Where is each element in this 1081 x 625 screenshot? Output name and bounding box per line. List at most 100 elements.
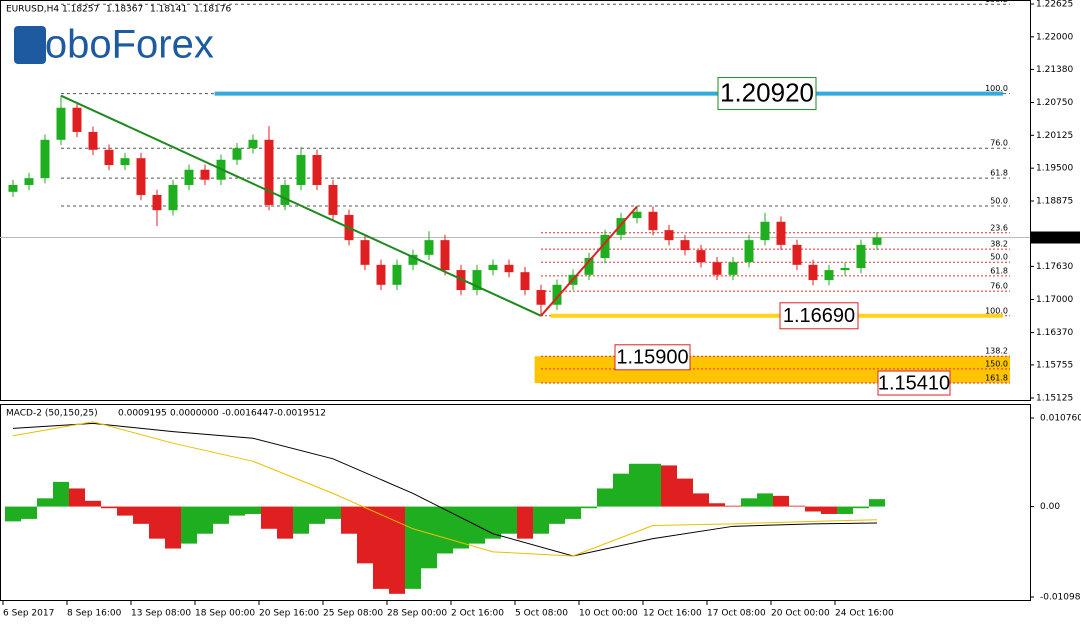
y-tick-label: 1.19500 (1036, 164, 1073, 174)
candle-body (24, 178, 34, 185)
y-tick-label: 1.17630 (1036, 262, 1073, 272)
macd-bar (149, 506, 165, 539)
candle-body (392, 264, 402, 285)
x-tick-label: 6 Sep 2017 (3, 609, 54, 619)
macd-bar (197, 506, 213, 534)
candle-body (376, 264, 386, 285)
macd-bar (357, 506, 373, 564)
fib-label: 38.2 (990, 240, 1008, 249)
price-annotation-box (717, 77, 817, 111)
y-tick-label: 1.20125 (1036, 131, 1073, 141)
macd-bar (853, 506, 869, 509)
price-annotation-box (877, 370, 951, 396)
macd-bar (245, 506, 261, 514)
price-annotation: 1.16690 (783, 305, 855, 327)
macd-bar (757, 493, 773, 507)
x-tick-label: 24 Oct 16:00 (835, 609, 894, 619)
candle-body (296, 155, 306, 185)
macd-bar (869, 499, 885, 507)
x-tick-label: 12 Oct 16:00 (643, 609, 702, 619)
macd-bar (85, 500, 101, 507)
price-annotation: 1.20920 (720, 77, 814, 107)
candle-body (632, 211, 642, 219)
candle-body (328, 184, 338, 215)
y-tick-label: 1.16370 (1036, 328, 1073, 338)
fib-label: 138.2 (985, 347, 1008, 356)
fib-label: 50.0 (990, 253, 1008, 262)
x-tick-label: 20 Sep 16:00 (259, 609, 319, 619)
candle-body (232, 148, 242, 160)
x-tick-label: 25 Sep 08:00 (323, 609, 383, 619)
y-tick-label: 1.15755 (1036, 360, 1073, 370)
candle-body (504, 264, 514, 273)
trendline (60, 94, 542, 317)
candle-body (488, 264, 498, 271)
macd-bar (629, 463, 645, 507)
candle-body (536, 290, 546, 305)
macd-bar (661, 465, 677, 507)
macd-bar (165, 506, 181, 549)
x-tick-label: 20 Oct 00:00 (771, 609, 830, 619)
candle-body (696, 250, 706, 263)
quote-value: 1.18141 (150, 5, 187, 15)
x-tick-label: 8 Sep 16:00 (67, 609, 122, 619)
macd-bar (229, 506, 245, 516)
candle-body (840, 267, 850, 271)
macd-bar (181, 506, 197, 544)
candle-body (760, 221, 770, 241)
candle-body (88, 131, 98, 150)
macd-y-tick-label: 0.010760 (1040, 414, 1081, 424)
macd-line (12, 422, 878, 557)
candle-body (408, 254, 418, 265)
candle-body (104, 149, 114, 166)
candle-body (120, 158, 130, 166)
macd-bar (693, 493, 709, 507)
macd-y-tick-label: -0.010988 (1040, 593, 1081, 603)
candle-body (600, 234, 610, 258)
macd-bar (69, 488, 85, 507)
candle-body (648, 211, 658, 231)
macd-bar (709, 503, 725, 507)
candle-body (200, 169, 210, 180)
y-tick-label: 1.15125 (1036, 394, 1073, 404)
x-tick-label: 17 Oct 08:00 (707, 609, 766, 619)
macd-bar (101, 506, 117, 509)
fib-label: 61.8 (990, 169, 1008, 178)
candle-body (664, 230, 674, 241)
candle-body (584, 257, 594, 275)
candle-body (616, 218, 626, 235)
fib-label: 76.0 (990, 282, 1008, 291)
macd-bar (133, 506, 149, 524)
current-price-label: 1.18176 (1036, 233, 1073, 243)
macd-bar (309, 506, 325, 524)
price-annotation: 1.15410 (878, 372, 950, 394)
candle-body (40, 139, 50, 179)
candle-body (680, 240, 690, 251)
x-tick-label: 5 Oct 08:00 (515, 609, 568, 619)
y-tick-label: 1.22000 (1036, 32, 1073, 42)
price-annotation-box (779, 302, 859, 330)
candle-body (872, 237, 882, 245)
x-tick-label: 18 Sep 00:00 (195, 609, 255, 619)
y-tick-label: 1.18875 (1036, 197, 1073, 207)
macd-bar (405, 506, 421, 589)
macd-bar (21, 506, 37, 519)
x-tick-label: 28 Sep 00:00 (387, 609, 447, 619)
candle-body (808, 264, 818, 281)
x-tick-label: 2 Oct 16:00 (451, 609, 504, 619)
macd-bar (213, 506, 229, 524)
candle-body (520, 272, 530, 291)
macd-bar (741, 498, 757, 507)
candle-body (56, 107, 66, 140)
macd-bar (773, 495, 789, 507)
macd-line (12, 421, 878, 557)
macd-bar (37, 498, 53, 507)
macd-bar (613, 473, 629, 507)
candle-body (552, 284, 562, 305)
x-tick-label: 13 Sep 08:00 (131, 609, 191, 619)
candle-body (280, 184, 290, 205)
symbol: EURUSD,H4 (6, 5, 59, 15)
macd-bar (485, 506, 501, 539)
macd-bar (565, 506, 581, 519)
fib-label: 100.0 (985, 84, 1008, 93)
